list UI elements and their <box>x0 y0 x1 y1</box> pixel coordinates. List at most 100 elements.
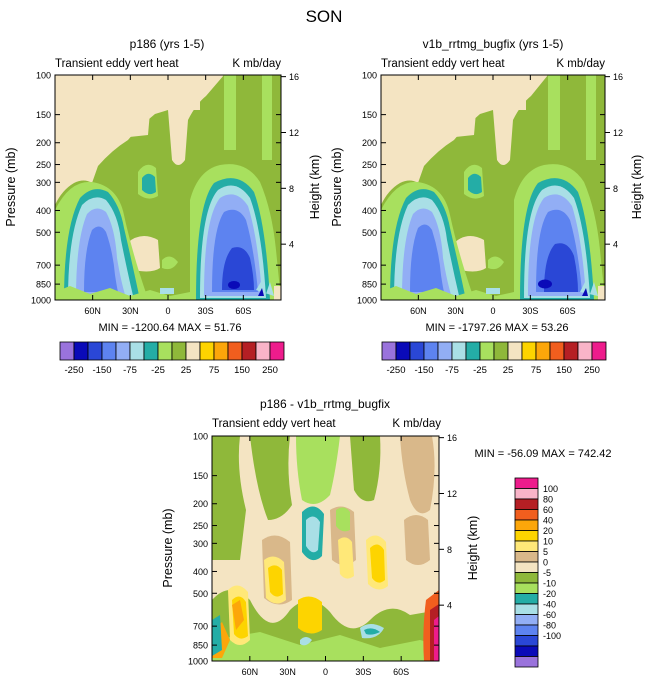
colorbar-label: 40 <box>543 516 553 526</box>
panel-1-title: p186 (yrs 1-5) <box>130 37 205 51</box>
ytick-label: 1000 <box>31 296 51 306</box>
figure-title: SON <box>306 7 343 26</box>
ytick-right-label: 8 <box>613 184 618 194</box>
xtick-label: 30S <box>355 667 371 677</box>
panel-1-yticks-right: 16 12 8 4 <box>281 72 299 250</box>
colorbar-box <box>213 341 229 361</box>
colorbar-label: -250 <box>386 365 405 376</box>
colorbar-label: -60 <box>543 610 556 620</box>
ytick-label: 400 <box>36 206 51 216</box>
ytick-right-label: 4 <box>447 601 452 611</box>
colorbar-box <box>129 341 145 361</box>
colorbar-box <box>423 341 439 361</box>
colorbar-box <box>437 341 453 361</box>
panel-2: v1b_rrtmg_bugfix (yrs 1-5) Transient edd… <box>330 37 644 376</box>
panel-1-colorbar: -250 -150 -75 -25 25 75 150 250 <box>59 341 285 376</box>
colorbar-box <box>409 341 425 361</box>
panel-2-colorbar: -250 -150 -75 -25 25 75 150 250 <box>381 341 607 376</box>
xtick-label: 60S <box>235 306 251 316</box>
ytick-label: 200 <box>36 138 51 148</box>
panel-2-title: v1b_rrtmg_bugfix (yrs 1-5) <box>423 37 564 51</box>
colorbar-box <box>514 498 539 510</box>
colorbar-label: -20 <box>543 589 556 599</box>
colorbar-box <box>381 341 397 361</box>
panel-3-minmax: MIN = -56.09 MAX = 742.42 <box>475 448 612 460</box>
ytick-right-label: 12 <box>447 489 457 499</box>
colorbar-box <box>395 341 411 361</box>
colorbar-box <box>493 341 509 361</box>
colorbar-label: -100 <box>543 631 561 641</box>
colorbar-label: 250 <box>584 365 600 376</box>
colorbar-box <box>514 656 539 668</box>
panel-2-ylabel-right: Height (km) <box>630 155 644 220</box>
colorbar-label: 75 <box>209 365 220 376</box>
colorbar-box <box>227 341 243 361</box>
xtick-label: 30N <box>279 667 296 677</box>
ytick-label: 500 <box>36 228 51 238</box>
panel-1-ylabel: Pressure (mb) <box>4 147 18 226</box>
panel-2-xticks: 60N 30N 0 30S 60S <box>410 75 576 316</box>
panel-2-yticks: 100 150 200 250 300 400 500 700 850 1000 <box>357 71 605 306</box>
colorbar-label: 20 <box>543 526 553 536</box>
ytick-right-label: 16 <box>289 72 299 82</box>
colorbar-box <box>563 341 579 361</box>
colorbar-box <box>514 603 539 615</box>
colorbar-label: 0 <box>543 558 548 568</box>
colorbar-label: -10 <box>543 579 556 589</box>
colorbar-box <box>269 341 285 361</box>
ytick-label: 400 <box>193 567 208 577</box>
colorbar-box <box>157 341 173 361</box>
colorbar-label: -150 <box>414 365 433 376</box>
colorbar-box <box>514 530 539 542</box>
colorbar-label: 10 <box>543 537 553 547</box>
ytick-label: 100 <box>362 71 377 81</box>
panel-1-yticks: 100 150 200 250 300 400 500 700 850 1000 <box>31 71 281 306</box>
colorbar-label: 75 <box>531 365 542 376</box>
ytick-label: 250 <box>193 521 208 531</box>
colorbar-label: -25 <box>151 365 165 376</box>
ytick-label: 100 <box>36 71 51 81</box>
colorbar-label: 25 <box>181 365 192 376</box>
colorbar-box <box>514 645 539 657</box>
ytick-label: 300 <box>362 178 377 188</box>
panel-3-ylabel: Pressure (mb) <box>161 508 175 587</box>
ytick-label: 850 <box>362 280 377 290</box>
ytick-right-label: 16 <box>447 433 457 443</box>
colorbar-label: 100 <box>543 484 558 494</box>
panel-1-ylabel-right: Height (km) <box>308 155 322 220</box>
panel-1-minmax: MIN = -1200.64 MAX = 51.76 <box>98 322 241 334</box>
ytick-right-label: 16 <box>613 72 623 82</box>
ytick-label: 200 <box>362 138 377 148</box>
ytick-right-label: 12 <box>289 128 299 138</box>
colorbar-box <box>514 509 539 521</box>
xtick-label: 0 <box>323 667 328 677</box>
panel-2-ylabel: Pressure (mb) <box>330 147 344 226</box>
xtick-label: 60N <box>84 306 101 316</box>
colorbar-box <box>241 341 257 361</box>
xtick-label: 30S <box>522 306 538 316</box>
ytick-label: 850 <box>193 641 208 651</box>
colorbar-box <box>451 341 467 361</box>
ytick-label: 200 <box>193 499 208 509</box>
ytick-right-label: 8 <box>447 545 452 555</box>
panel-3-ylabel-right: Height (km) <box>466 516 480 581</box>
ytick-label: 500 <box>193 589 208 599</box>
colorbar-box <box>465 341 481 361</box>
xtick-label: 0 <box>490 306 495 316</box>
panel-3: p186 - v1b_rrtmg_bugfix Transient eddy v… <box>161 397 611 677</box>
colorbar-box <box>255 341 271 361</box>
panel-2-minmax: MIN = -1797.26 MAX = 53.26 <box>425 322 568 334</box>
colorbar-box <box>514 624 539 636</box>
colorbar-label: -5 <box>543 568 551 578</box>
colorbar-box <box>514 540 539 552</box>
ytick-label: 1000 <box>188 657 208 667</box>
panel-2-left-string: Transient eddy vert heat <box>381 58 505 70</box>
ytick-label: 850 <box>36 280 51 290</box>
colorbar-box <box>507 341 523 361</box>
colorbar-box <box>115 341 131 361</box>
colorbar-box <box>199 341 215 361</box>
colorbar-box <box>514 488 539 500</box>
ytick-right-label: 4 <box>613 240 618 250</box>
xtick-label: 60N <box>242 667 259 677</box>
